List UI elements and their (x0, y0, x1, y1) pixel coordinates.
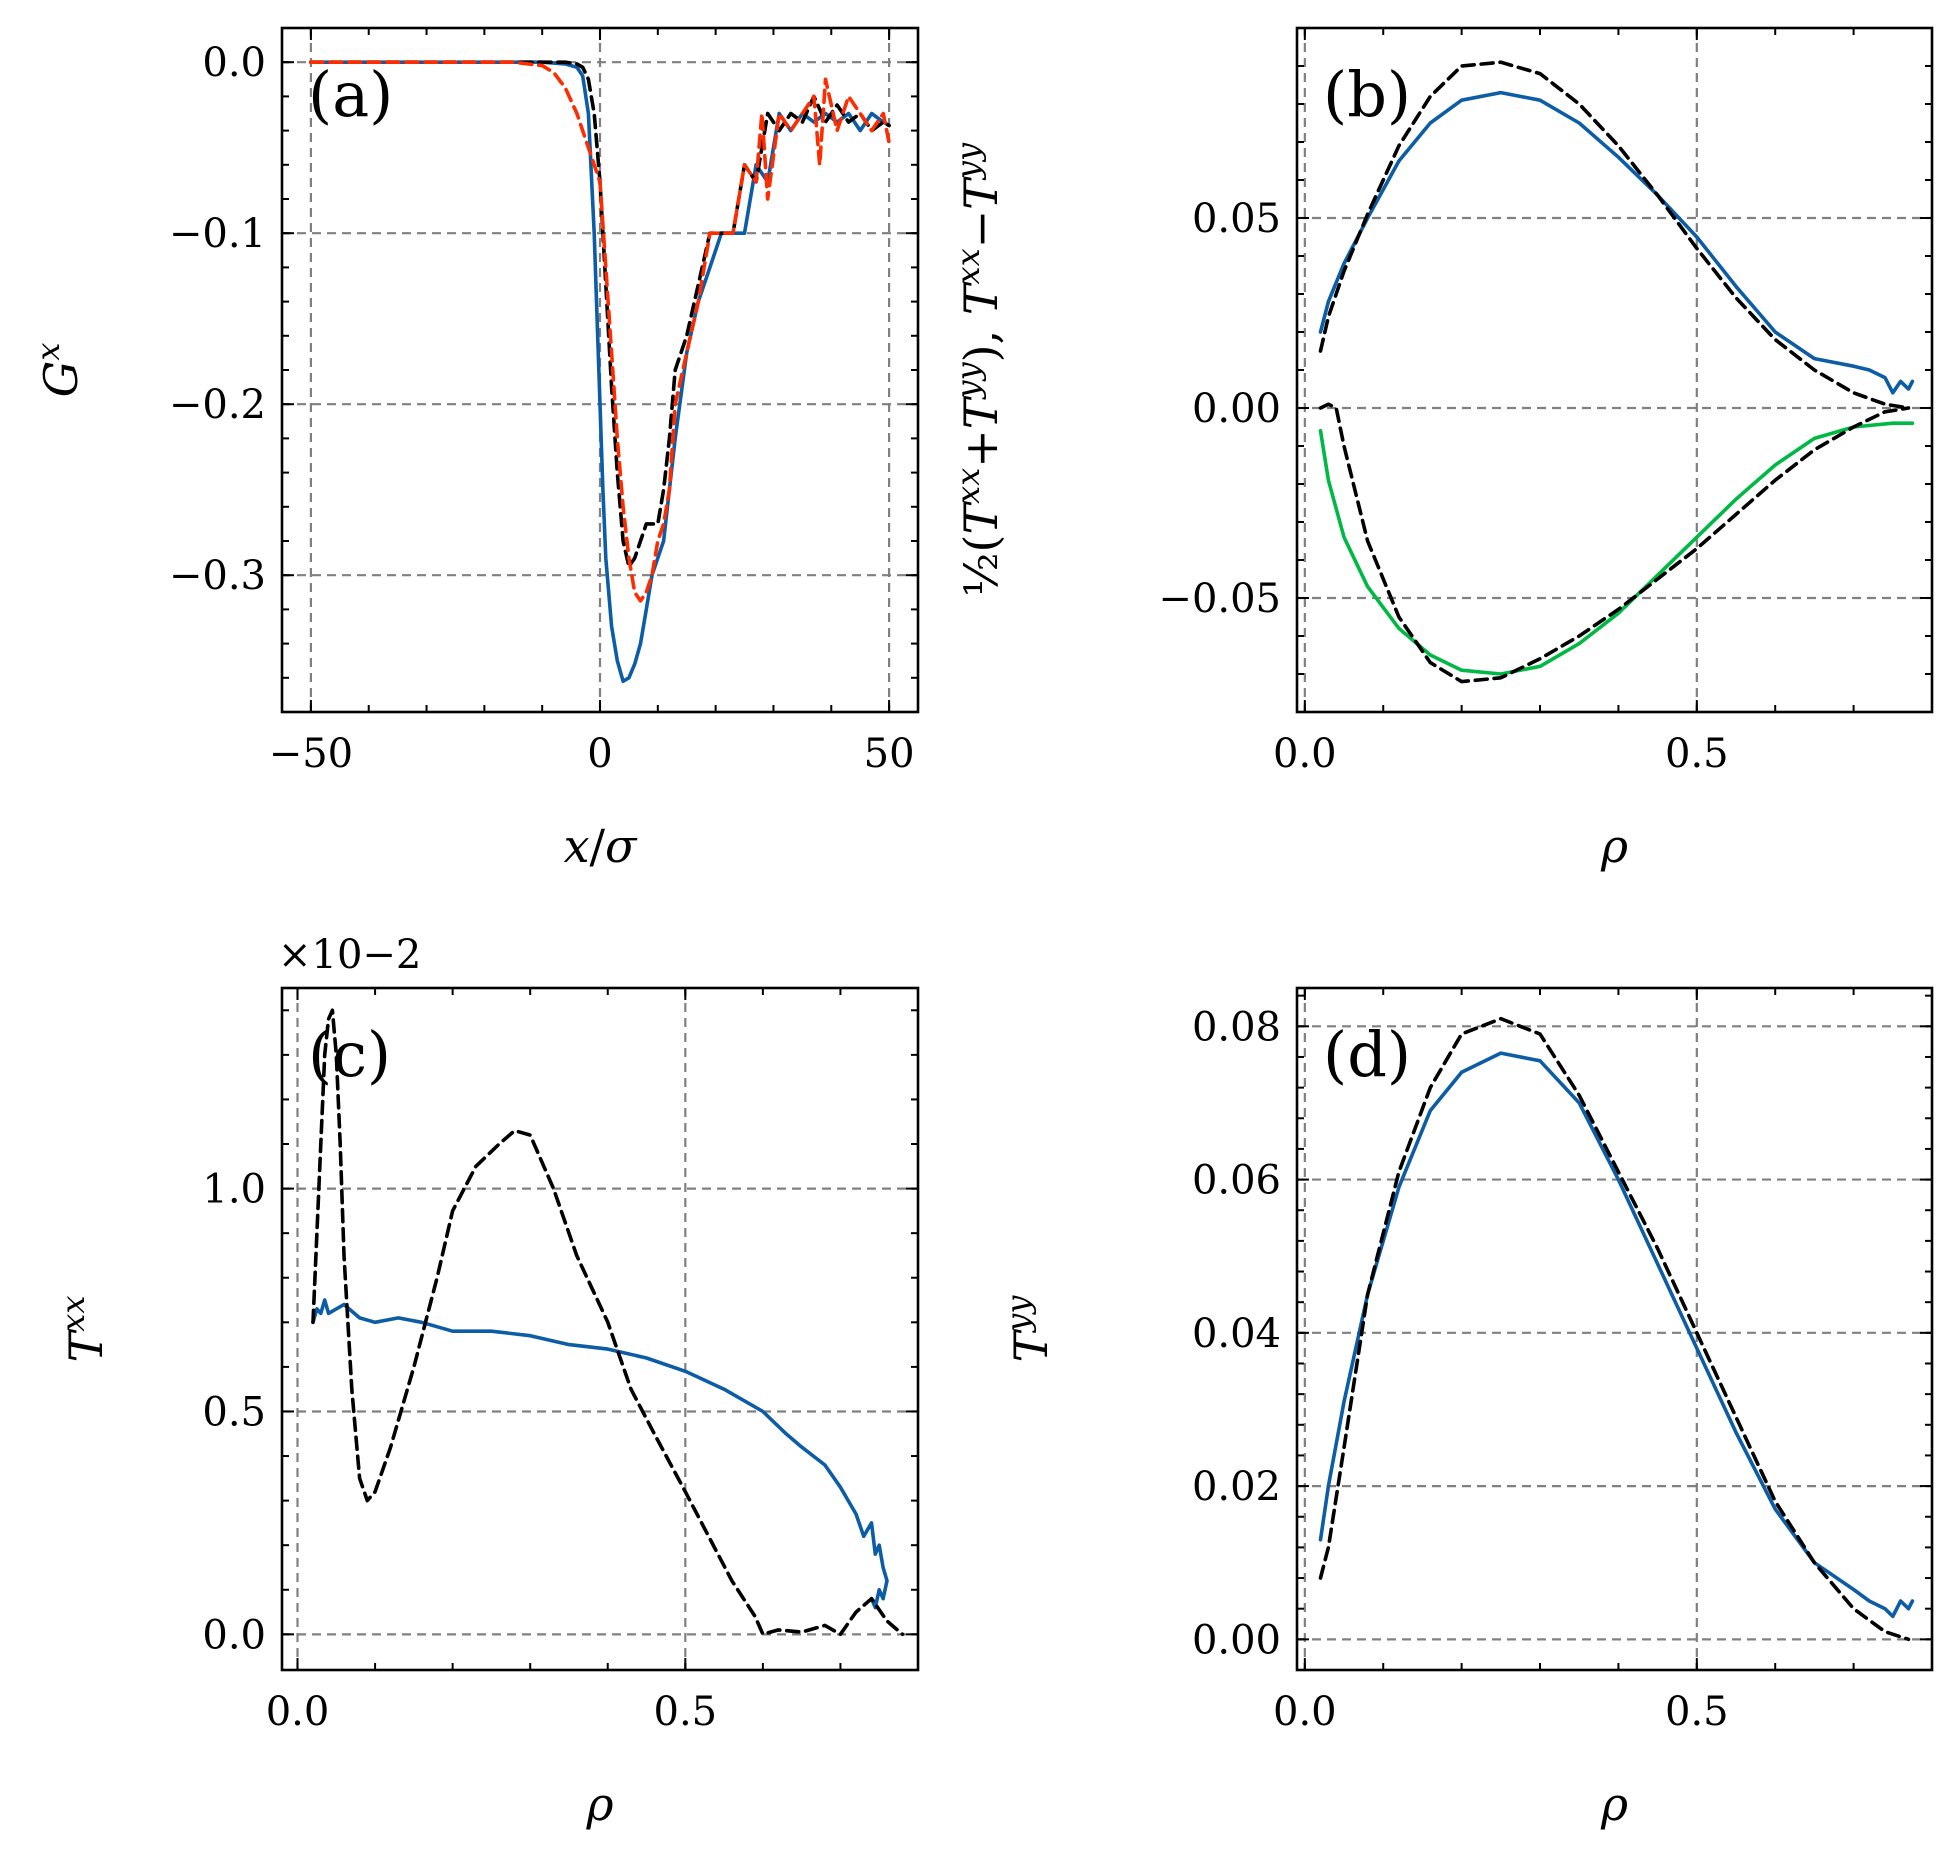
x-tick-label: 0.5 (1665, 1689, 1729, 1735)
series-blue-solid (311, 1298, 889, 1610)
x-tick-label: 0.0 (1273, 731, 1337, 777)
series-black-dashed (311, 1008, 905, 1637)
y-tick-label: 1.0 (202, 1167, 266, 1213)
y-tick-label: 0.0 (202, 1612, 266, 1658)
panel-d: 0.0 0.5 0.08 0.06 0.04 0.02 0.00 (d) ρ Tyy (999, 986, 1934, 1831)
x-tick-label: −50 (269, 731, 353, 777)
x-axis-label: ρ (1600, 1777, 1628, 1831)
y-axis-label: Gx (29, 343, 88, 398)
series-group (1318, 1016, 1915, 1642)
y-tick-label: 0.00 (1192, 386, 1281, 432)
y-tick-label: 0.06 (1192, 1158, 1281, 1204)
series-black-dashed (1318, 402, 1911, 684)
series-blue-solid (309, 60, 891, 683)
y-tick-label: 0.08 (1192, 1004, 1281, 1050)
panel-a: −50 0 50 0.0 −0.1 −0.2 −0.3 (a) x/σ Gx (29, 26, 920, 873)
x-axis-label: ρ (1600, 819, 1628, 873)
series-group (311, 1008, 905, 1637)
x-tick-label: 0.5 (654, 1689, 718, 1735)
series-black-dashed (1318, 60, 1911, 410)
series-black-dashed (1318, 1016, 1911, 1642)
x-tick-label: 0.0 (1273, 1689, 1337, 1735)
y-axis-label: ½(Txx+Tyy), Txx−Tyy (949, 142, 1008, 597)
y-tick-label: 0.05 (1192, 196, 1281, 242)
y-axis-label: Txx (54, 1296, 113, 1363)
series-blue-solid (1318, 1051, 1915, 1619)
panel-label: (b) (1323, 58, 1411, 131)
series-blue-solid (1318, 90, 1915, 395)
y-tick-label: −0.3 (169, 553, 266, 599)
panel-b: 0.0 0.5 0.05 0.00 −0.05 (b) ρ ½(Txx+Tyy), Txx−T… (949, 26, 1934, 873)
offset-label: ×10−2 (278, 932, 421, 978)
series-group (309, 60, 891, 683)
x-axis-label: x/σ (564, 819, 638, 873)
panel-label: (d) (1323, 1018, 1411, 1091)
panel-label: (c) (308, 1018, 391, 1091)
series-green-solid (1318, 421, 1915, 676)
x-axis-label: ρ (585, 1777, 613, 1831)
series-red-dashed (309, 60, 891, 603)
y-tick-label: 0.04 (1192, 1311, 1281, 1357)
y-tick-label: 0.0 (202, 40, 266, 86)
series-group (1318, 60, 1915, 684)
y-tick-label: 0.5 (202, 1389, 266, 1435)
y-tick-label: −0.1 (169, 211, 266, 257)
x-tick-label: 0 (587, 731, 612, 777)
panel-label: (a) (308, 58, 393, 131)
y-tick-label: 0.02 (1192, 1464, 1281, 1510)
y-axis-label: Tyy (999, 1295, 1058, 1363)
x-tick-label: 0.0 (266, 1689, 330, 1735)
y-tick-label: 0.00 (1192, 1617, 1281, 1663)
x-tick-label: 50 (864, 731, 915, 777)
axes-frame (1295, 986, 1934, 1672)
panel-c: 0.0 0.5 0.0 0.5 1.0 (c) ρ Txx ×10−2 (54, 932, 920, 1831)
x-tick-label: 0.5 (1665, 731, 1729, 777)
y-tick-label: −0.2 (169, 382, 266, 428)
axes-frame (280, 986, 920, 1672)
y-tick-label: −0.05 (1158, 576, 1281, 622)
